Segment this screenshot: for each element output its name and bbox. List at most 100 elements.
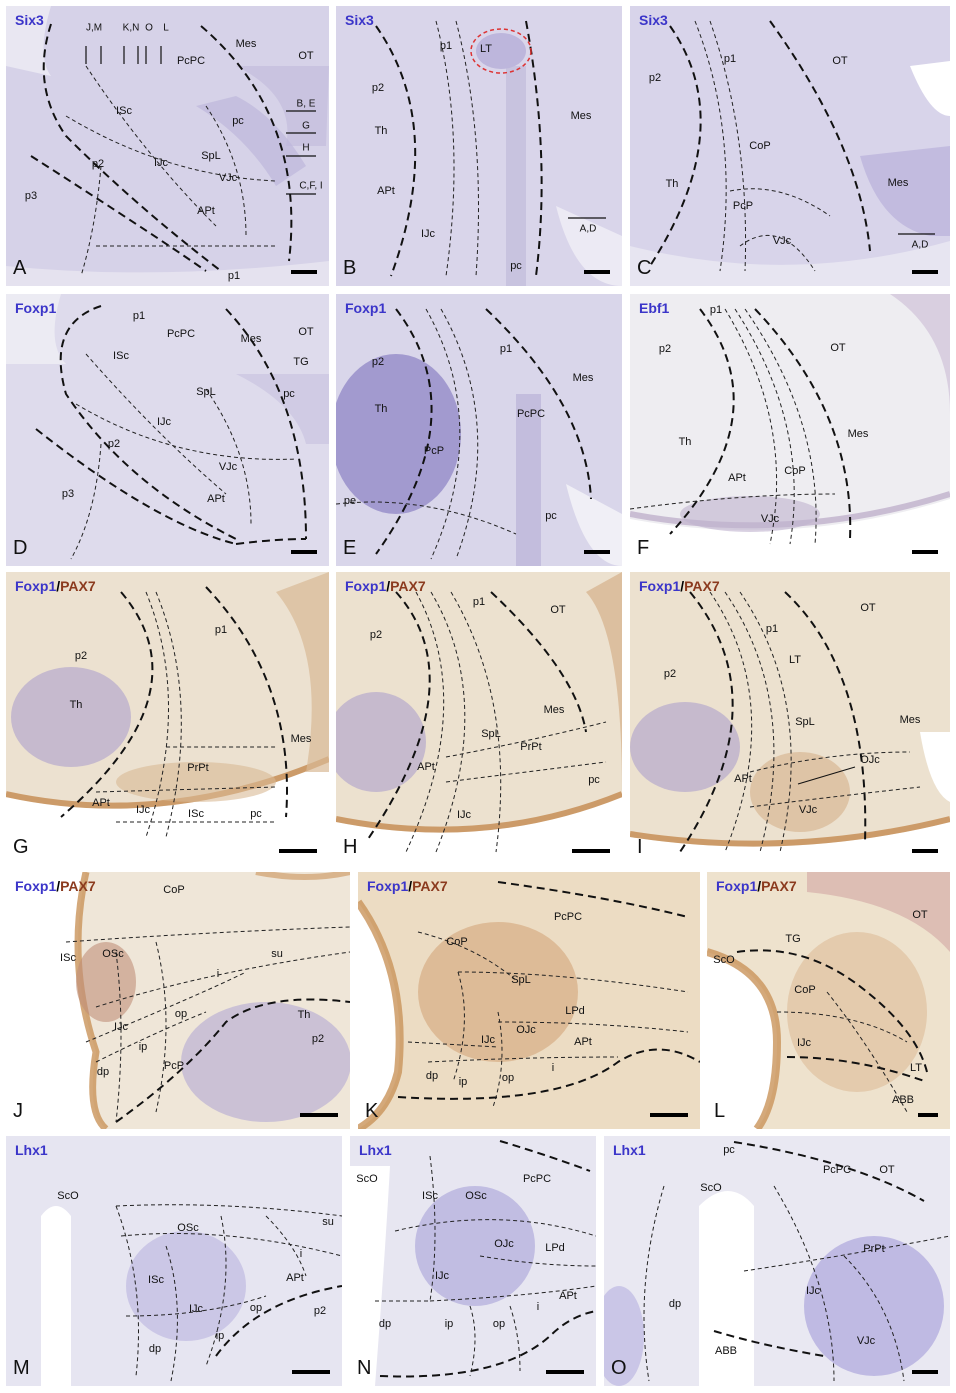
region-label: OSc bbox=[102, 948, 124, 960]
scale-bar bbox=[918, 1113, 938, 1117]
region-label: p2 bbox=[107, 438, 121, 450]
region-label: LT bbox=[909, 1062, 923, 1074]
boundary-lines bbox=[115, 1204, 342, 1382]
region-label: pe bbox=[343, 495, 357, 507]
region-label: Mes bbox=[847, 428, 869, 440]
panel-J: Foxp1/PAX7 CoP ISc OSc su i Th op IJc ip… bbox=[6, 872, 350, 1129]
region-label: Mes bbox=[899, 714, 921, 726]
scale-bar bbox=[572, 849, 610, 853]
tissue-image bbox=[6, 572, 329, 865]
region-label: LPd bbox=[545, 1242, 565, 1254]
tissue-image bbox=[604, 1136, 950, 1386]
region-label: dp bbox=[668, 1298, 682, 1310]
region-label: Mes bbox=[572, 372, 594, 384]
region-label: PcPC bbox=[822, 1164, 852, 1176]
region-label: ABB bbox=[891, 1094, 915, 1106]
region-label: VJc bbox=[856, 1335, 876, 1347]
panel-B: Six3 A,D p1 LT p2 Th Mes APt IJc pc B bbox=[336, 6, 622, 286]
region-label: OT bbox=[298, 326, 314, 338]
region-label: APt bbox=[207, 493, 225, 505]
region-label: Mes bbox=[570, 110, 592, 122]
region-label: Th bbox=[678, 436, 692, 448]
panel-I: Foxp1/PAX7 OT p1 LT p2 Mes SpL OJc APt V… bbox=[630, 572, 950, 865]
region-label: ip bbox=[444, 1318, 454, 1330]
region-label: ABB bbox=[714, 1345, 738, 1357]
region-label: ISc bbox=[113, 350, 129, 362]
region-label: LPd bbox=[565, 1005, 585, 1017]
region-label: Mes bbox=[290, 733, 312, 745]
region-label: IJc bbox=[156, 416, 172, 428]
region-label: CoP bbox=[446, 936, 468, 948]
region-label: i bbox=[299, 1248, 303, 1260]
marker-title: Foxp1/PAX7 bbox=[15, 878, 96, 894]
panel-letter: J bbox=[13, 1100, 23, 1122]
region-label: p1 bbox=[132, 310, 146, 322]
panel-letter: K bbox=[365, 1100, 379, 1122]
region-label: p2 bbox=[313, 1305, 327, 1317]
marker-title: Foxp1 bbox=[15, 300, 57, 316]
scale-bar bbox=[912, 849, 938, 853]
tissue-image bbox=[630, 294, 950, 566]
panel-letter: C bbox=[637, 257, 652, 279]
scale-bar bbox=[650, 1113, 688, 1117]
panel-F: Ebf1 p1 p2 OT Th Mes APt CoP VJc F bbox=[630, 294, 950, 566]
region-label: pc bbox=[723, 1144, 735, 1156]
level-label: A,D bbox=[579, 223, 597, 235]
marker-title: Foxp1/PAX7 bbox=[716, 878, 797, 894]
region-label: APt bbox=[728, 472, 746, 484]
region-label: su bbox=[271, 948, 283, 960]
region-label: p1 bbox=[765, 623, 779, 635]
panel-letter: O bbox=[611, 1357, 627, 1379]
region-label: OT bbox=[298, 50, 314, 62]
marker-title: Ebf1 bbox=[639, 300, 670, 316]
region-label: pc bbox=[250, 808, 262, 820]
level-label: O bbox=[145, 22, 153, 34]
region-label: op bbox=[249, 1302, 263, 1314]
region-label: pc bbox=[545, 510, 557, 522]
region-label: OSc bbox=[177, 1222, 199, 1234]
boundary-lines bbox=[65, 926, 350, 1123]
panel-letter: G bbox=[13, 836, 29, 858]
panel-K: Foxp1/PAX7 PcPC CoP SpL LPd IJc OJc APt … bbox=[358, 872, 700, 1129]
region-label: su bbox=[322, 1216, 334, 1228]
region-label: PcPC bbox=[522, 1173, 552, 1185]
region-label: OT bbox=[879, 1164, 895, 1176]
region-label: p2 bbox=[658, 343, 672, 355]
region-label: SpL bbox=[511, 974, 531, 986]
region-label: ScO bbox=[700, 1182, 722, 1194]
region-label: p2 bbox=[311, 1033, 325, 1045]
region-label: APt bbox=[286, 1272, 304, 1284]
region-label: IJc bbox=[135, 804, 151, 816]
panel-letter: M bbox=[13, 1357, 30, 1379]
marker-title: Foxp1/PAX7 bbox=[345, 578, 426, 594]
level-label: G bbox=[302, 120, 310, 132]
scale-bar bbox=[292, 1370, 330, 1374]
tissue-image bbox=[6, 1136, 342, 1386]
region-label: p1 bbox=[472, 596, 486, 608]
region-label: PcPC bbox=[553, 911, 583, 923]
panel-O: Lhx1 pc PcPC OT ScO PrPt dp IJc ABB VJc … bbox=[604, 1136, 950, 1386]
scale-bar bbox=[291, 550, 317, 554]
region-label: ScO bbox=[356, 1173, 378, 1185]
marker-title: Foxp1 bbox=[345, 300, 387, 316]
region-label: SpL bbox=[795, 716, 815, 728]
scale-bar bbox=[912, 1370, 938, 1374]
region-label: SpL bbox=[196, 386, 216, 398]
tissue-image bbox=[6, 294, 329, 566]
region-label: ip bbox=[458, 1076, 468, 1088]
boundary-lines bbox=[375, 1140, 596, 1378]
region-label: VJc bbox=[798, 804, 818, 816]
region-label: i bbox=[536, 1301, 540, 1313]
region-label: TG bbox=[785, 933, 801, 945]
panel-D: Foxp1 p1 PcPC Mes OT ISc TG SpL pc IJc p… bbox=[6, 294, 329, 566]
region-label: OT bbox=[912, 909, 928, 921]
boundary-lines bbox=[35, 305, 307, 560]
region-label: Th bbox=[374, 403, 388, 415]
region-label: pc bbox=[283, 388, 295, 400]
region-label: VJc bbox=[760, 513, 780, 525]
region-label: OT bbox=[860, 602, 876, 614]
region-label: PrPt bbox=[520, 741, 542, 753]
region-label: CoP bbox=[784, 465, 806, 477]
panel-letter: A bbox=[13, 257, 27, 279]
panel-E: Foxp1 p2 p1 Mes Th PcPC PcP pe pc E bbox=[336, 294, 622, 566]
